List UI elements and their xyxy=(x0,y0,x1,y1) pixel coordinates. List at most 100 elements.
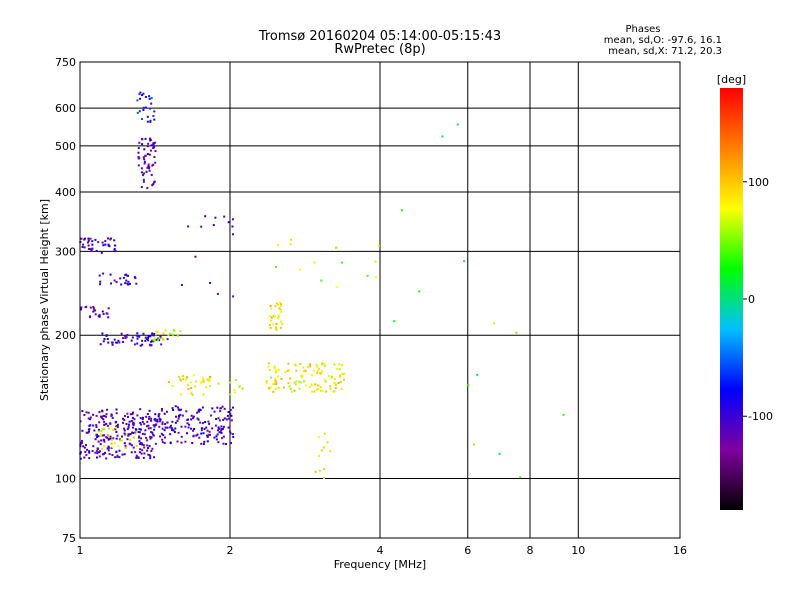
data-point xyxy=(295,380,298,383)
data-point xyxy=(123,453,126,456)
data-point xyxy=(210,414,213,417)
data-point xyxy=(92,305,95,308)
data-point xyxy=(136,111,139,114)
data-point xyxy=(266,380,268,383)
data-point xyxy=(99,443,102,446)
data-point xyxy=(316,366,319,369)
data-point xyxy=(155,330,158,333)
data-point xyxy=(340,388,343,390)
data-point xyxy=(124,433,127,436)
data-point xyxy=(118,456,121,459)
colorbar xyxy=(720,88,743,510)
data-point xyxy=(276,316,279,319)
data-point xyxy=(307,366,310,369)
data-point xyxy=(131,431,134,434)
data-point xyxy=(129,439,132,441)
data-point xyxy=(149,120,152,123)
data-point xyxy=(143,162,146,165)
data-point xyxy=(269,323,271,326)
data-point xyxy=(153,418,156,421)
data-point xyxy=(110,282,112,285)
data-point xyxy=(334,387,337,390)
data-point xyxy=(142,180,145,183)
data-point xyxy=(115,426,117,429)
data-point xyxy=(299,381,302,384)
data-point xyxy=(107,237,109,240)
data-point xyxy=(303,380,305,383)
data-point xyxy=(207,433,210,436)
data-point xyxy=(115,408,118,411)
data-point xyxy=(79,442,82,445)
data-point xyxy=(312,369,315,372)
data-point xyxy=(153,156,156,158)
data-point xyxy=(116,434,119,437)
data-point xyxy=(309,365,312,368)
data-point xyxy=(140,167,143,170)
x-tick-label: 1 xyxy=(77,544,84,557)
data-point xyxy=(316,388,319,391)
data-point xyxy=(98,315,101,318)
data-point xyxy=(108,427,110,430)
data-point xyxy=(222,425,225,428)
data-point xyxy=(321,389,324,392)
data-point xyxy=(314,470,317,473)
data-point xyxy=(153,428,156,431)
data-point xyxy=(217,427,220,430)
data-point xyxy=(280,310,283,313)
data-point xyxy=(282,386,285,389)
data-point xyxy=(234,379,237,382)
data-point xyxy=(158,417,161,420)
data-point xyxy=(126,334,129,336)
data-point xyxy=(473,443,475,446)
data-point xyxy=(155,423,158,426)
data-point xyxy=(152,142,155,145)
data-point xyxy=(295,383,297,386)
data-point xyxy=(94,238,97,241)
data-point xyxy=(217,429,219,432)
data-point xyxy=(146,187,149,189)
grid xyxy=(80,62,680,538)
data-point xyxy=(98,421,101,424)
data-point xyxy=(142,106,145,109)
data-point xyxy=(153,180,156,183)
data-point xyxy=(133,343,136,346)
data-point xyxy=(169,442,172,445)
data-point xyxy=(208,422,211,425)
data-point xyxy=(228,430,231,433)
data-point xyxy=(100,416,103,419)
data-point xyxy=(146,153,149,155)
data-point xyxy=(156,419,159,422)
data-point xyxy=(112,428,115,431)
data-point xyxy=(122,421,124,424)
data-point xyxy=(208,378,211,381)
data-point xyxy=(149,455,152,458)
data-point xyxy=(141,343,144,346)
y-tick-label: 75 xyxy=(62,532,76,545)
data-point xyxy=(215,438,218,441)
data-point xyxy=(168,426,171,429)
data-point xyxy=(171,385,174,387)
data-point xyxy=(323,378,326,381)
data-point xyxy=(197,418,200,421)
data-point xyxy=(105,457,108,460)
colorbar-tick-label: 0 xyxy=(748,293,755,306)
data-point xyxy=(222,442,225,445)
data-point xyxy=(169,433,172,436)
data-point xyxy=(126,428,129,431)
data-point xyxy=(290,238,292,241)
data-point xyxy=(106,338,109,340)
data-point xyxy=(139,91,142,94)
data-point xyxy=(140,428,142,431)
data-point xyxy=(141,449,144,452)
data-point xyxy=(111,454,114,456)
data-point xyxy=(181,375,184,378)
data-point xyxy=(294,364,297,367)
data-point xyxy=(166,426,169,429)
data-point xyxy=(94,451,97,454)
data-point xyxy=(293,381,296,384)
data-point xyxy=(335,384,337,386)
data-point xyxy=(113,279,116,282)
data-point xyxy=(180,408,183,411)
data-point xyxy=(201,422,204,425)
data-point xyxy=(206,440,209,443)
